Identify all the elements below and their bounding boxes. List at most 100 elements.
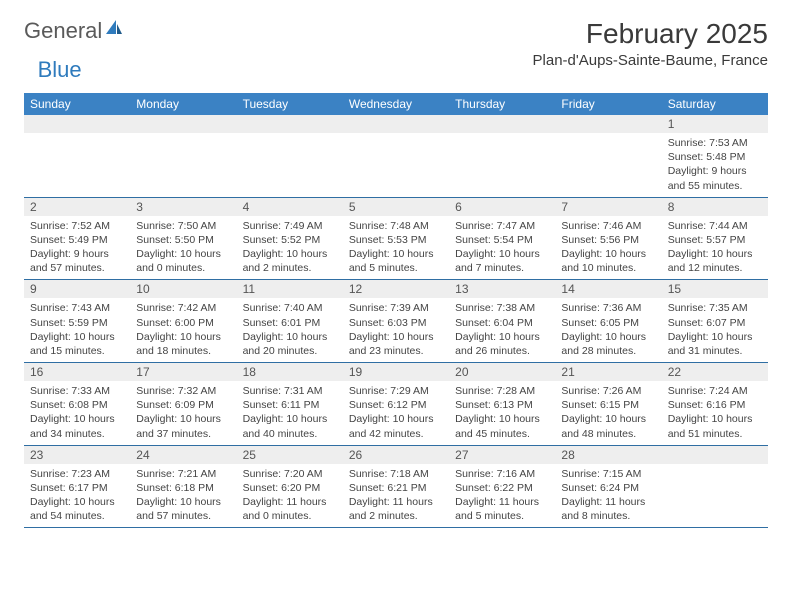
day-detail-line: and 51 minutes. — [668, 427, 762, 441]
day-details: Sunrise: 7:46 AMSunset: 5:56 PMDaylight:… — [555, 216, 661, 280]
week-row: 9Sunrise: 7:43 AMSunset: 5:59 PMDaylight… — [24, 280, 768, 363]
day-detail-line: and 57 minutes. — [30, 261, 124, 275]
day-details: Sunrise: 7:36 AMSunset: 6:05 PMDaylight:… — [555, 298, 661, 362]
day-number: 17 — [130, 363, 236, 381]
day-detail-line: Sunset: 5:53 PM — [349, 233, 443, 247]
day-detail-line: Sunrise: 7:32 AM — [136, 384, 230, 398]
day-cell-12: 12Sunrise: 7:39 AMSunset: 6:03 PMDayligh… — [343, 280, 449, 362]
day-detail-line: and 20 minutes. — [243, 344, 337, 358]
day-cell-empty — [237, 115, 343, 197]
day-detail-line: Sunset: 5:59 PM — [30, 316, 124, 330]
day-detail-line: and 0 minutes. — [243, 509, 337, 523]
day-detail-line: and 2 minutes. — [349, 509, 443, 523]
day-detail-line: Sunset: 6:04 PM — [455, 316, 549, 330]
day-detail-line: Sunset: 6:24 PM — [561, 481, 655, 495]
day-number — [662, 446, 768, 464]
day-detail-line: Sunset: 6:07 PM — [668, 316, 762, 330]
day-detail-line: Daylight: 10 hours — [349, 330, 443, 344]
day-detail-line: and 34 minutes. — [30, 427, 124, 441]
day-detail-line: Daylight: 10 hours — [455, 330, 549, 344]
day-number — [24, 115, 130, 133]
day-details: Sunrise: 7:32 AMSunset: 6:09 PMDaylight:… — [130, 381, 236, 445]
day-details: Sunrise: 7:21 AMSunset: 6:18 PMDaylight:… — [130, 464, 236, 528]
day-number: 11 — [237, 280, 343, 298]
day-detail-line: Sunrise: 7:28 AM — [455, 384, 549, 398]
day-number: 14 — [555, 280, 661, 298]
logo: General — [24, 18, 126, 44]
day-detail-line: Daylight: 10 hours — [668, 247, 762, 261]
day-detail-line: Sunrise: 7:47 AM — [455, 219, 549, 233]
day-detail-line: and 5 minutes. — [455, 509, 549, 523]
day-detail-line: Daylight: 9 hours — [668, 164, 762, 178]
day-detail-line: Sunrise: 7:20 AM — [243, 467, 337, 481]
day-detail-line: and 48 minutes. — [561, 427, 655, 441]
day-detail-line: and 28 minutes. — [561, 344, 655, 358]
day-detail-line: Daylight: 10 hours — [30, 495, 124, 509]
day-details: Sunrise: 7:28 AMSunset: 6:13 PMDaylight:… — [449, 381, 555, 445]
day-details: Sunrise: 7:35 AMSunset: 6:07 PMDaylight:… — [662, 298, 768, 362]
day-cell-22: 22Sunrise: 7:24 AMSunset: 6:16 PMDayligh… — [662, 363, 768, 445]
day-detail-line: Sunset: 6:21 PM — [349, 481, 443, 495]
day-cell-14: 14Sunrise: 7:36 AMSunset: 6:05 PMDayligh… — [555, 280, 661, 362]
day-detail-line: and 57 minutes. — [136, 509, 230, 523]
day-cell-empty — [662, 446, 768, 528]
weekday-wednesday: Wednesday — [343, 93, 449, 115]
day-detail-line: Daylight: 10 hours — [668, 330, 762, 344]
day-detail-line: and 37 minutes. — [136, 427, 230, 441]
day-detail-line: Sunrise: 7:16 AM — [455, 467, 549, 481]
day-detail-line: Sunrise: 7:35 AM — [668, 301, 762, 315]
day-detail-line: Sunset: 6:22 PM — [455, 481, 549, 495]
day-detail-line: Sunset: 6:12 PM — [349, 398, 443, 412]
day-number — [343, 115, 449, 133]
day-number — [449, 115, 555, 133]
day-details: Sunrise: 7:42 AMSunset: 6:00 PMDaylight:… — [130, 298, 236, 362]
day-cell-18: 18Sunrise: 7:31 AMSunset: 6:11 PMDayligh… — [237, 363, 343, 445]
day-number — [555, 115, 661, 133]
day-cell-5: 5Sunrise: 7:48 AMSunset: 5:53 PMDaylight… — [343, 198, 449, 280]
day-number: 9 — [24, 280, 130, 298]
day-cell-28: 28Sunrise: 7:15 AMSunset: 6:24 PMDayligh… — [555, 446, 661, 528]
day-detail-line: Sunrise: 7:50 AM — [136, 219, 230, 233]
day-cell-2: 2Sunrise: 7:52 AMSunset: 5:49 PMDaylight… — [24, 198, 130, 280]
day-number: 7 — [555, 198, 661, 216]
day-detail-line: Daylight: 10 hours — [136, 412, 230, 426]
day-detail-line: Daylight: 10 hours — [561, 330, 655, 344]
day-detail-line: Sunset: 6:11 PM — [243, 398, 337, 412]
day-details: Sunrise: 7:31 AMSunset: 6:11 PMDaylight:… — [237, 381, 343, 445]
day-cell-25: 25Sunrise: 7:20 AMSunset: 6:20 PMDayligh… — [237, 446, 343, 528]
day-number: 22 — [662, 363, 768, 381]
day-details: Sunrise: 7:52 AMSunset: 5:49 PMDaylight:… — [24, 216, 130, 280]
day-detail-line: Daylight: 10 hours — [349, 412, 443, 426]
day-detail-line: Sunrise: 7:33 AM — [30, 384, 124, 398]
day-detail-line: Daylight: 11 hours — [243, 495, 337, 509]
day-detail-line: and 55 minutes. — [668, 179, 762, 193]
day-detail-line: and 10 minutes. — [561, 261, 655, 275]
day-detail-line: Sunset: 6:05 PM — [561, 316, 655, 330]
day-detail-line: Sunset: 6:09 PM — [136, 398, 230, 412]
day-detail-line: Daylight: 10 hours — [455, 247, 549, 261]
day-details: Sunrise: 7:20 AMSunset: 6:20 PMDaylight:… — [237, 464, 343, 528]
day-details: Sunrise: 7:33 AMSunset: 6:08 PMDaylight:… — [24, 381, 130, 445]
day-detail-line: Sunset: 6:15 PM — [561, 398, 655, 412]
logo-text-2: Blue — [38, 57, 82, 83]
day-detail-line: Sunset: 6:16 PM — [668, 398, 762, 412]
day-detail-line: and 5 minutes. — [349, 261, 443, 275]
day-number: 26 — [343, 446, 449, 464]
day-details: Sunrise: 7:18 AMSunset: 6:21 PMDaylight:… — [343, 464, 449, 528]
day-detail-line: Sunrise: 7:44 AM — [668, 219, 762, 233]
day-detail-line: and 0 minutes. — [136, 261, 230, 275]
logo-sail-icon — [102, 18, 126, 44]
day-detail-line: Daylight: 11 hours — [349, 495, 443, 509]
calendar-body: 1Sunrise: 7:53 AMSunset: 5:48 PMDaylight… — [24, 115, 768, 528]
day-cell-16: 16Sunrise: 7:33 AMSunset: 6:08 PMDayligh… — [24, 363, 130, 445]
weekday-tuesday: Tuesday — [237, 93, 343, 115]
day-detail-line: Sunset: 5:57 PM — [668, 233, 762, 247]
day-cell-19: 19Sunrise: 7:29 AMSunset: 6:12 PMDayligh… — [343, 363, 449, 445]
day-detail-line: Sunrise: 7:24 AM — [668, 384, 762, 398]
month-title: February 2025 — [533, 18, 768, 50]
day-detail-line: Daylight: 9 hours — [30, 247, 124, 261]
day-details: Sunrise: 7:15 AMSunset: 6:24 PMDaylight:… — [555, 464, 661, 528]
day-details: Sunrise: 7:24 AMSunset: 6:16 PMDaylight:… — [662, 381, 768, 445]
day-detail-line: Daylight: 10 hours — [668, 412, 762, 426]
day-detail-line: Sunset: 6:08 PM — [30, 398, 124, 412]
